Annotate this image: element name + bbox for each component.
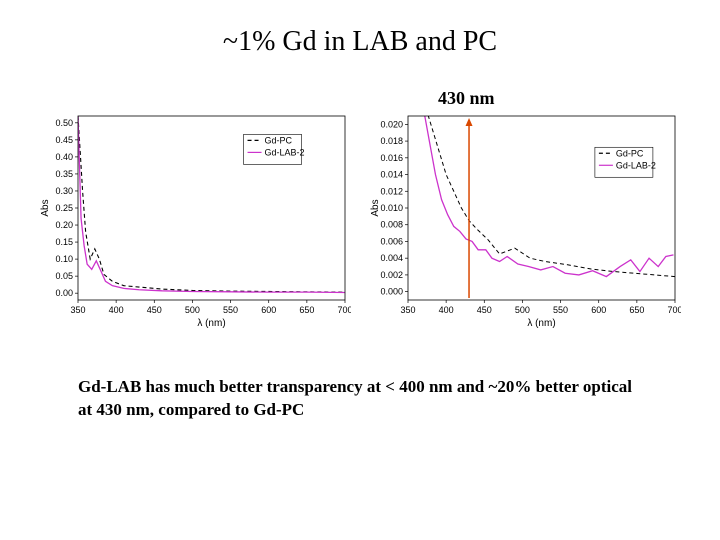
svg-text:0.012: 0.012 [380, 186, 403, 196]
svg-text:450: 450 [147, 305, 162, 315]
svg-text:0.002: 0.002 [380, 270, 403, 280]
svg-text:0.000: 0.000 [380, 287, 403, 297]
svg-text:0.008: 0.008 [380, 220, 403, 230]
svg-text:Gd-PC: Gd-PC [265, 135, 293, 145]
svg-text:600: 600 [591, 305, 606, 315]
svg-text:700: 700 [667, 305, 681, 315]
svg-text:700: 700 [337, 305, 351, 315]
svg-text:Gd-LAB-2: Gd-LAB-2 [265, 147, 305, 157]
svg-text:0.40: 0.40 [55, 152, 73, 162]
svg-text:500: 500 [515, 305, 530, 315]
svg-text:350: 350 [400, 305, 415, 315]
svg-text:0.004: 0.004 [380, 253, 403, 263]
svg-text:0.05: 0.05 [55, 271, 73, 281]
annotation-430nm: 430 nm [438, 88, 495, 109]
svg-text:0.010: 0.010 [380, 203, 403, 213]
svg-text:0.15: 0.15 [55, 237, 73, 247]
svg-text:Abs: Abs [370, 199, 381, 216]
svg-text:600: 600 [261, 305, 276, 315]
svg-text:0.30: 0.30 [55, 186, 73, 196]
svg-text:0.018: 0.018 [380, 136, 403, 146]
svg-text:0.00: 0.00 [55, 288, 73, 298]
svg-text:0.006: 0.006 [380, 236, 403, 246]
left-chart: 0.00 0.05 0.10 0.15 0.20 0.25 0.30 0.35 0.40 0.45… [38, 110, 351, 330]
svg-text:0.50: 0.50 [55, 118, 73, 128]
svg-text:0.25: 0.25 [55, 203, 73, 213]
svg-text:Abs: Abs [40, 199, 51, 216]
svg-text:350: 350 [70, 305, 85, 315]
svg-text:0.35: 0.35 [55, 169, 73, 179]
svg-text:400: 400 [439, 305, 454, 315]
svg-text:650: 650 [629, 305, 644, 315]
svg-text:400: 400 [109, 305, 124, 315]
svg-text:Gd-LAB-2: Gd-LAB-2 [616, 160, 656, 170]
svg-text:550: 550 [223, 305, 238, 315]
svg-text:0.45: 0.45 [55, 135, 73, 145]
svg-text:550: 550 [553, 305, 568, 315]
svg-text:500: 500 [185, 305, 200, 315]
svg-text:650: 650 [299, 305, 314, 315]
svg-text:450: 450 [477, 305, 492, 315]
svg-text:λ (nm): λ (nm) [197, 318, 225, 329]
svg-text:λ (nm): λ (nm) [527, 318, 555, 329]
svg-text:Gd-PC: Gd-PC [616, 148, 644, 158]
svg-text:0.20: 0.20 [55, 220, 73, 230]
svg-text:0.014: 0.014 [380, 170, 403, 180]
svg-text:0.10: 0.10 [55, 254, 73, 264]
caption-text: Gd-LAB has much better transparency at <… [78, 376, 650, 422]
svg-text:0.020: 0.020 [380, 119, 403, 129]
svg-text:0.016: 0.016 [380, 153, 403, 163]
right-chart: 0.000 0.002 0.004 0.006 0.008 0.010 0.012 0.014… [368, 110, 681, 330]
slide-title: ~1% Gd in LAB and PC [0, 26, 720, 58]
